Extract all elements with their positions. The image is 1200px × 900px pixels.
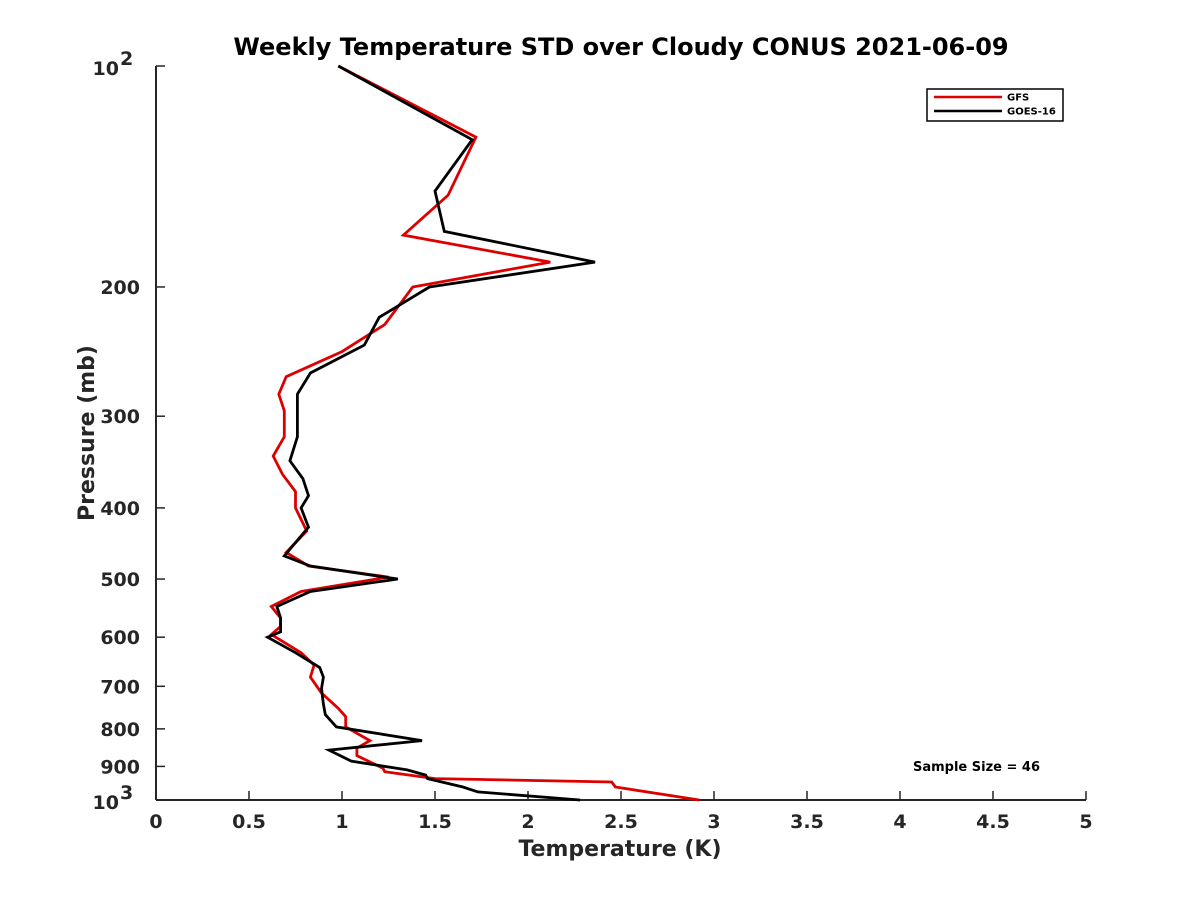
y-tick-label-power: 10 2 — [93, 48, 134, 80]
x-ticks: 0 0.5 1 1.5 2 2.5 3 3.5 4 4.5 5 — [149, 791, 1093, 833]
x-tick-label: 5 — [1079, 811, 1092, 833]
x-axis-label: Temperature (K) — [518, 837, 721, 862]
y-tick-label: 400 — [100, 498, 140, 520]
sample-size-annotation: Sample Size = 46 — [913, 760, 1040, 775]
chart-title: Weekly Temperature STD over Cloudy CONUS… — [233, 33, 1008, 61]
y-tick-label-base: 10 — [93, 792, 119, 814]
y-tick-label-exponent: 3 — [120, 782, 133, 804]
legend-label-goes-16: GOES-16 — [1007, 107, 1056, 118]
x-tick-label: 4 — [893, 811, 906, 833]
x-tick-label: 0.5 — [232, 811, 266, 833]
y-tick-label: 500 — [100, 569, 140, 591]
y-tick-label: 200 — [100, 277, 140, 299]
legend-label-gfs: GFS — [1007, 93, 1029, 104]
series-line-gfs — [268, 64, 700, 802]
legend-box — [926, 88, 1064, 122]
y-axis-label: Pressure (mb) — [75, 345, 100, 521]
series-line-goes-16 — [264, 64, 596, 802]
x-tick-label: 4.5 — [976, 811, 1010, 833]
x-tick-label: 1 — [335, 811, 348, 833]
y-tick-label-exponent: 2 — [120, 48, 133, 70]
x-tick-label: 0 — [149, 811, 162, 833]
x-tick-label: 2.5 — [604, 811, 638, 833]
x-tick-label: 1.5 — [418, 811, 452, 833]
y-tick-label-power: 10 3 — [93, 782, 134, 814]
y-tick-label: 300 — [100, 406, 140, 428]
x-tick-label: 3.5 — [790, 811, 824, 833]
x-tick-label: 3 — [707, 811, 720, 833]
series-layer — [264, 64, 700, 802]
x-tick-label: 2 — [521, 811, 534, 833]
y-tick-label-base: 10 — [93, 58, 119, 80]
y-tick-label: 600 — [100, 627, 140, 649]
legend: GFS GOES-16 — [926, 88, 1064, 122]
y-tick-label: 700 — [100, 676, 140, 698]
y-tick-label: 800 — [100, 719, 140, 741]
y-tick-label: 900 — [100, 756, 140, 778]
